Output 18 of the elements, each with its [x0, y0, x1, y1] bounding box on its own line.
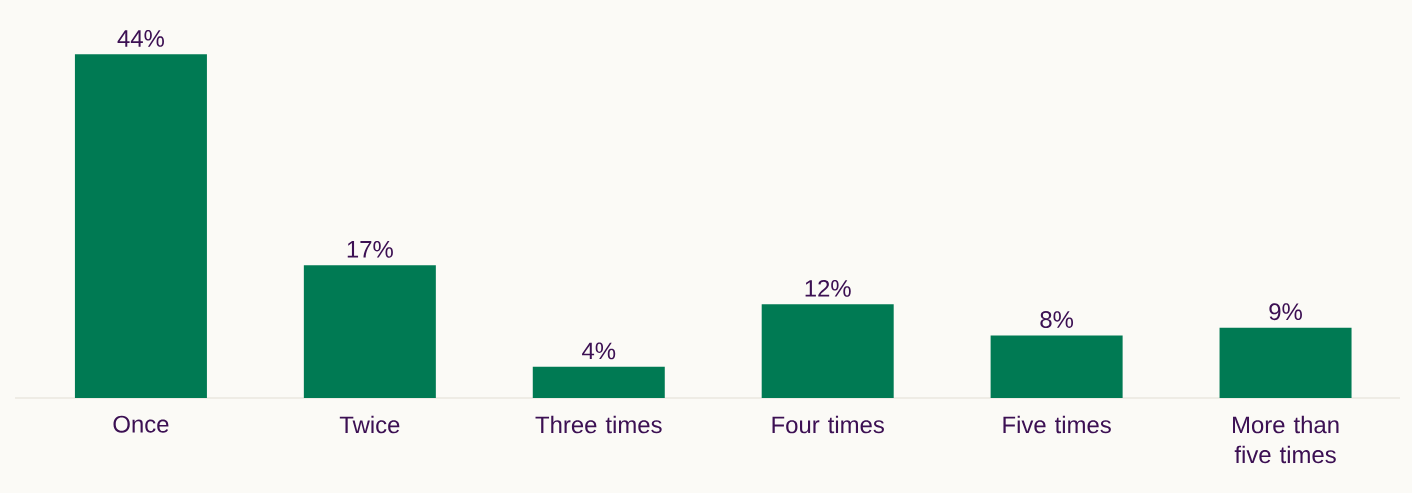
data-label: 8%: [1040, 311, 1074, 328]
bar: [303, 265, 436, 398]
data-label: 4%: [582, 342, 616, 360]
data-label: 9%: [1269, 303, 1302, 321]
x-tick-label: Twice: [339, 415, 400, 434]
data-label: 17%: [347, 240, 393, 258]
bar: [761, 304, 894, 398]
bar: [1219, 327, 1352, 398]
x-tick-label: Three times: [535, 415, 662, 434]
bar: [990, 335, 1123, 398]
x-tick-label: More than five times: [1233, 415, 1339, 464]
x-tick-label: Five times: [1003, 415, 1111, 434]
x-tick-label: Once: [113, 415, 169, 433]
bar: [74, 54, 207, 398]
data-label: 44%: [117, 30, 164, 47]
x-tick-label: Four times: [772, 415, 884, 434]
data-label: 12%: [805, 279, 851, 297]
bar: [532, 366, 665, 398]
